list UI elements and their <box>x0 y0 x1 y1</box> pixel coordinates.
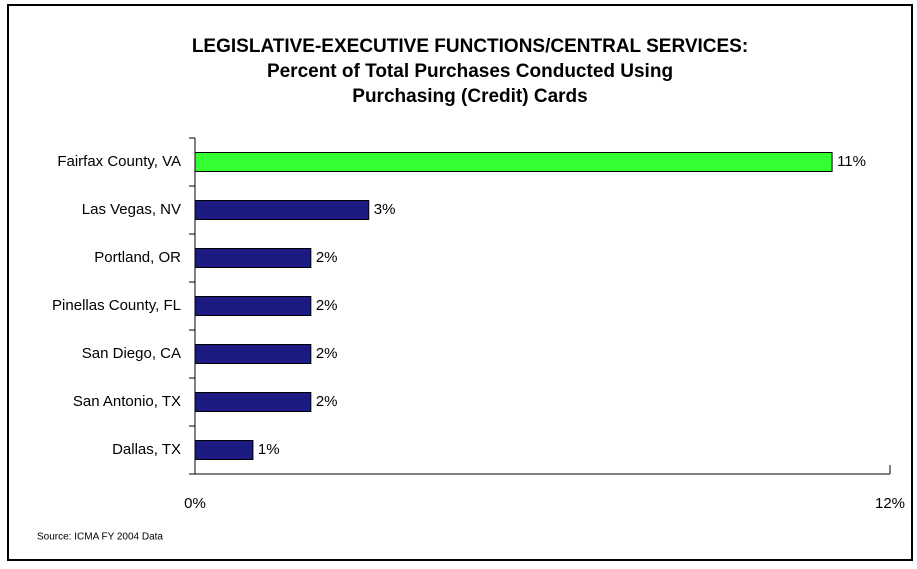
x-tick-label: 12% <box>875 495 905 512</box>
data-label: 1% <box>258 441 280 458</box>
x-tick-label: 0% <box>184 495 206 512</box>
data-label: 2% <box>316 249 338 266</box>
bar <box>194 152 833 172</box>
y-tick-label: Dallas, TX <box>112 441 181 458</box>
bar <box>194 440 254 460</box>
y-tick-label: Las Vegas, NV <box>82 201 181 218</box>
y-tick-label: Fairfax County, VA <box>57 153 181 170</box>
data-label: 2% <box>316 345 338 362</box>
data-label: 2% <box>316 393 338 410</box>
source: Source: ICMA FY 2004 Data <box>37 532 163 543</box>
bar <box>194 200 370 220</box>
bar <box>194 344 312 364</box>
data-label: 2% <box>316 297 338 314</box>
data-label: 3% <box>374 201 396 218</box>
bar <box>194 248 312 268</box>
chart-title: LEGISLATIVE-EXECUTIVE FUNCTIONS/CENTRAL … <box>192 36 748 57</box>
y-tick-label: Portland, OR <box>94 249 181 266</box>
y-tick-label: Pinellas County, FL <box>52 297 181 314</box>
data-label: 11% <box>837 153 866 170</box>
bar <box>194 296 312 316</box>
chart-title: Percent of Total Purchases Conducted Usi… <box>267 61 673 82</box>
y-tick-label: San Antonio, TX <box>73 393 181 410</box>
frame <box>7 4 913 561</box>
chart-title: Purchasing (Credit) Cards <box>352 86 587 107</box>
bar <box>194 392 312 412</box>
y-tick-label: San Diego, CA <box>82 345 181 362</box>
